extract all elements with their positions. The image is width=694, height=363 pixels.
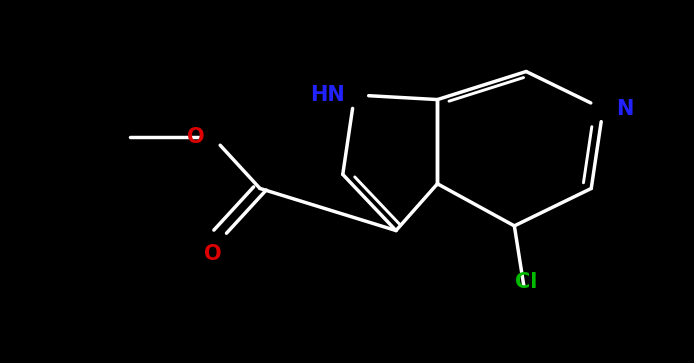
Text: Cl: Cl	[515, 272, 537, 292]
Text: O: O	[204, 244, 221, 264]
Text: O: O	[187, 127, 205, 147]
Text: N: N	[616, 99, 634, 119]
Text: HN: HN	[310, 85, 345, 105]
